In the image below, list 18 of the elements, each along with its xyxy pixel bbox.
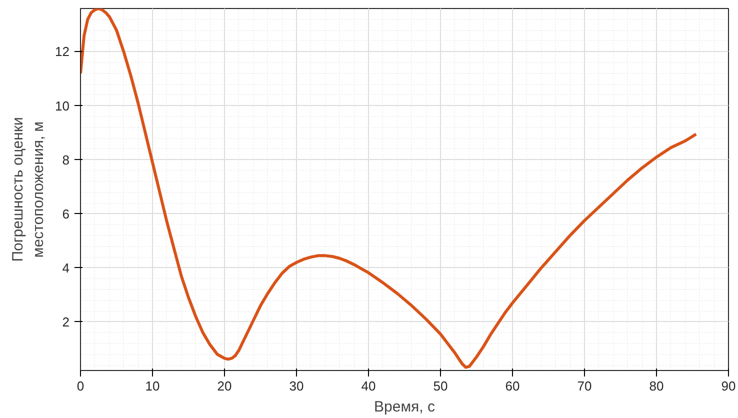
y-axis-title: Погрешность оценки местоположения, м (10, 117, 48, 262)
x-tick-label: 60 (505, 378, 520, 394)
x-tick-label: 80 (649, 378, 664, 394)
x-tick-label: 50 (433, 378, 448, 394)
y-tick-label: 12 (55, 44, 70, 60)
y-tick-label: 4 (62, 260, 70, 276)
x-tick-label: 10 (145, 378, 160, 394)
x-tick-label: 0 (76, 378, 84, 394)
x-tick-label: 70 (577, 378, 592, 394)
x-tick-label: 40 (361, 378, 376, 394)
x-tick-label: 20 (217, 378, 232, 394)
y-tick-label: 6 (62, 206, 70, 222)
y-tick-label: 10 (55, 98, 70, 114)
x-axis-title: Время, с (374, 398, 436, 416)
x-tick-label: 30 (289, 378, 304, 394)
x-tick-label: 90 (721, 378, 736, 394)
y-tick-label: 8 (62, 152, 70, 168)
y-tick-label: 2 (62, 314, 70, 330)
